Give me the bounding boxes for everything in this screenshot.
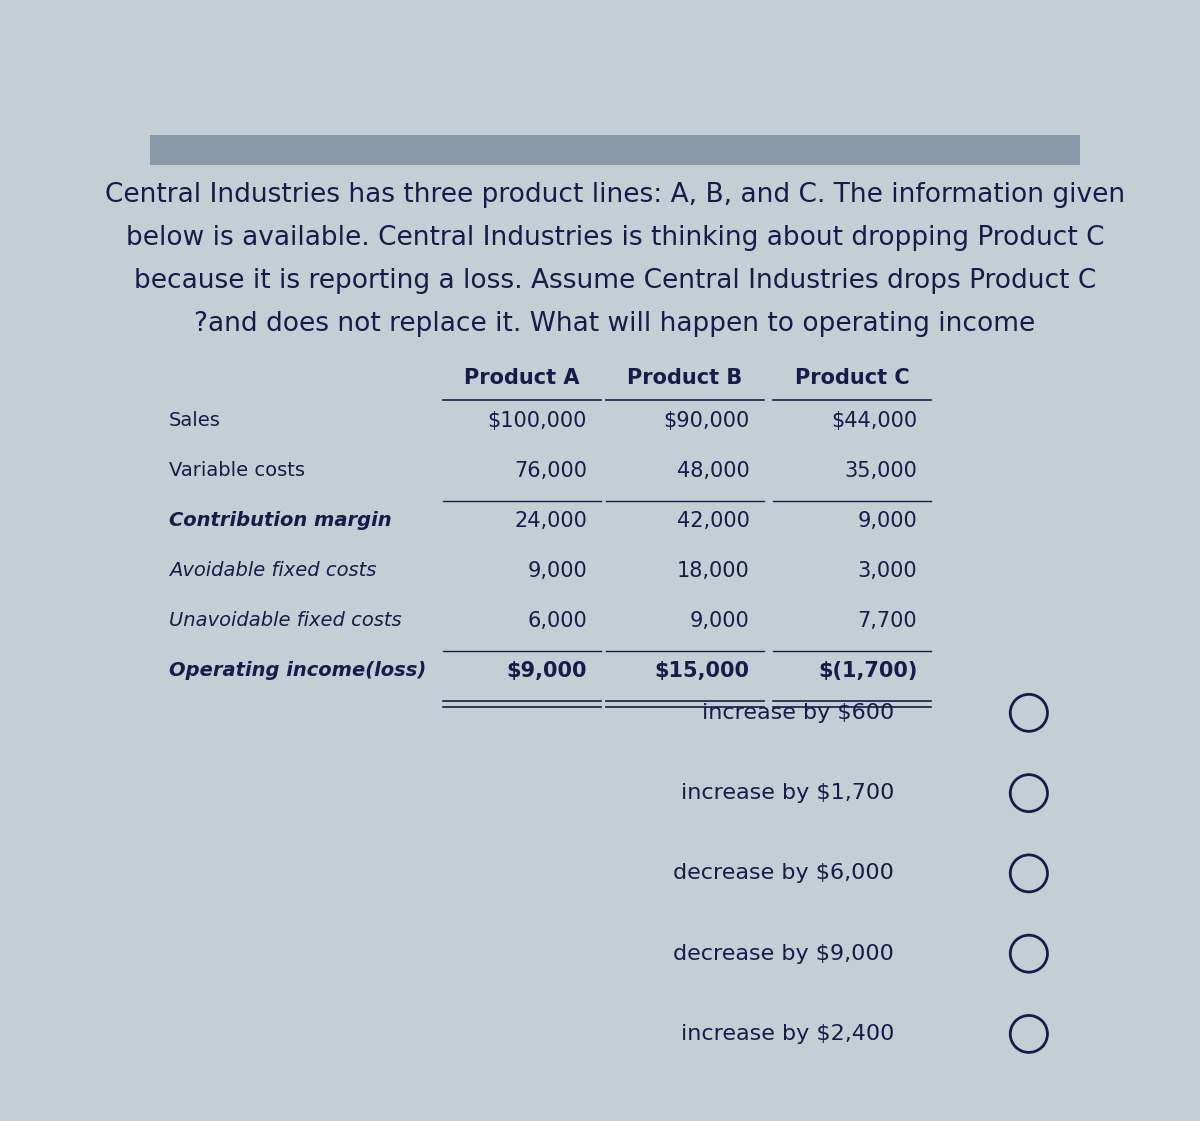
Text: decrease by $9,000: decrease by $9,000 xyxy=(673,944,894,964)
Text: Central Industries has three product lines: A, B, and C. The information given: Central Industries has three product lin… xyxy=(104,182,1126,209)
Text: Variable costs: Variable costs xyxy=(168,461,305,480)
Text: 48,000: 48,000 xyxy=(677,461,750,481)
Text: $90,000: $90,000 xyxy=(664,410,750,430)
Text: 9,000: 9,000 xyxy=(858,511,917,531)
Text: decrease by $6,000: decrease by $6,000 xyxy=(673,863,894,883)
Text: $100,000: $100,000 xyxy=(487,410,587,430)
Text: 18,000: 18,000 xyxy=(677,560,750,581)
Text: increase by $600: increase by $600 xyxy=(702,703,894,723)
Text: Product C: Product C xyxy=(794,368,910,388)
Text: 7,700: 7,700 xyxy=(858,611,917,631)
Text: 42,000: 42,000 xyxy=(677,511,750,531)
Text: 3,000: 3,000 xyxy=(858,560,917,581)
Text: increase by $1,700: increase by $1,700 xyxy=(680,784,894,803)
Text: $9,000: $9,000 xyxy=(506,661,587,682)
Text: because it is reporting a loss. Assume Central Industries drops Product C: because it is reporting a loss. Assume C… xyxy=(134,268,1096,295)
Text: Unavoidable fixed costs: Unavoidable fixed costs xyxy=(168,611,401,630)
Text: Contribution margin: Contribution margin xyxy=(168,511,391,530)
Text: $44,000: $44,000 xyxy=(832,410,917,430)
Text: 35,000: 35,000 xyxy=(845,461,917,481)
Text: 9,000: 9,000 xyxy=(527,560,587,581)
Text: $15,000: $15,000 xyxy=(655,661,750,682)
Text: Product B: Product B xyxy=(628,368,743,388)
FancyBboxPatch shape xyxy=(150,135,1080,165)
Text: $(1,700): $(1,700) xyxy=(818,661,917,682)
Text: Avoidable fixed costs: Avoidable fixed costs xyxy=(168,560,376,580)
Text: 9,000: 9,000 xyxy=(690,611,750,631)
Text: ?and does not replace it. What will happen to operating income: ?and does not replace it. What will happ… xyxy=(194,312,1036,337)
Text: 76,000: 76,000 xyxy=(514,461,587,481)
Text: below is available. Central Industries is thinking about dropping Product C: below is available. Central Industries i… xyxy=(126,225,1104,251)
Text: increase by $2,400: increase by $2,400 xyxy=(680,1023,894,1044)
Text: Operating income(loss): Operating income(loss) xyxy=(168,661,426,680)
Text: 6,000: 6,000 xyxy=(527,611,587,631)
Text: 24,000: 24,000 xyxy=(515,511,587,531)
Text: Sales: Sales xyxy=(168,410,221,429)
Text: Product A: Product A xyxy=(464,368,580,388)
